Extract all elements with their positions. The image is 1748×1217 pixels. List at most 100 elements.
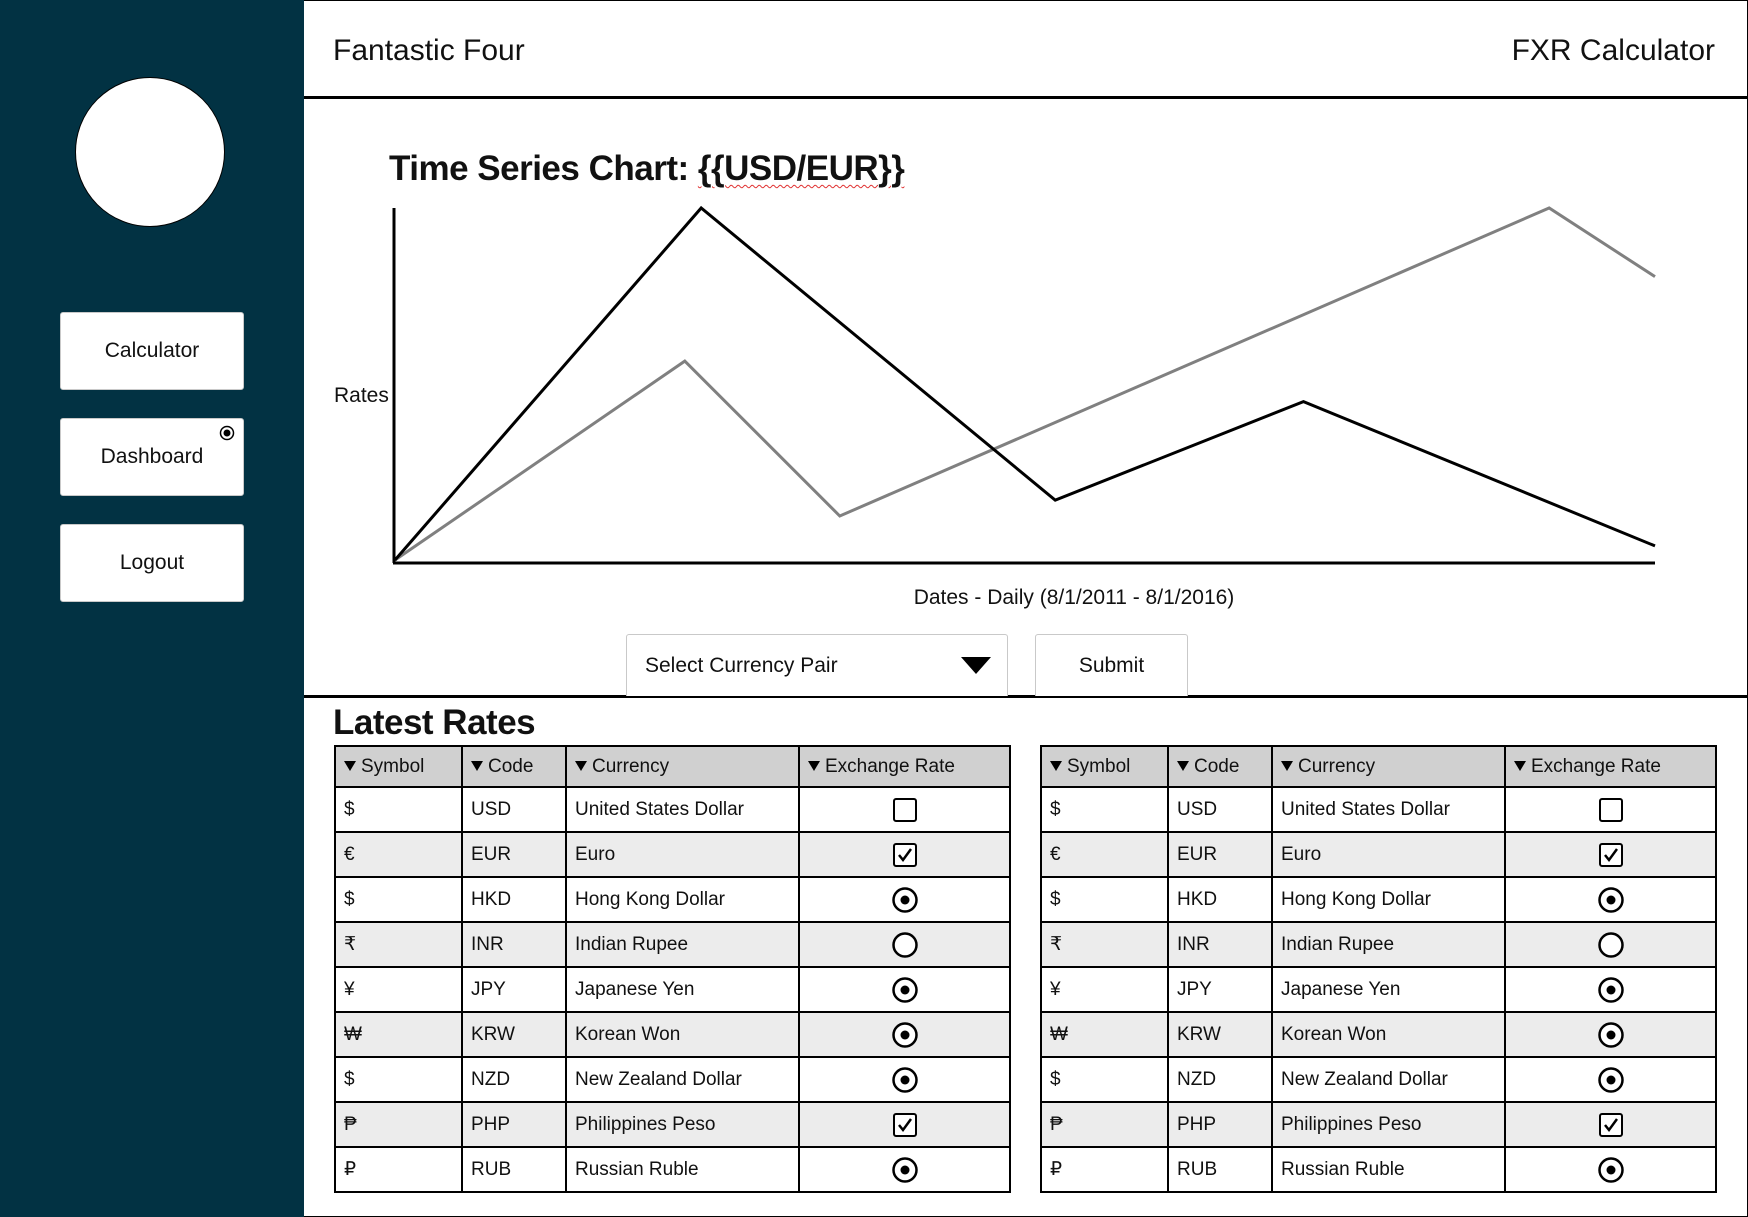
column-header-label: Symbol (361, 755, 425, 777)
sort-triangle-icon (808, 760, 820, 771)
table-row: $ USD United States Dollar (1040, 786, 1717, 833)
radio-button-empty[interactable] (800, 931, 1009, 959)
cell-exchange-rate (798, 786, 1011, 833)
cell-symbol: ₹ (334, 921, 463, 968)
cell-symbol: ₱ (334, 1101, 463, 1148)
column-header-symbol[interactable]: Symbol (1040, 745, 1169, 788)
cell-code: NZD (1167, 1056, 1273, 1103)
radio-button-selected[interactable] (800, 886, 1009, 914)
cell-exchange-rate (1504, 876, 1717, 923)
checkbox-checked[interactable] (800, 1112, 1009, 1138)
cell-exchange-rate (798, 1011, 1011, 1058)
cell-exchange-rate (798, 1146, 1011, 1193)
cell-symbol: ₱ (1040, 1101, 1169, 1148)
cell-currency: Japanese Yen (1271, 966, 1506, 1013)
radio-button-selected[interactable] (1506, 976, 1715, 1004)
cell-code: PHP (1167, 1101, 1273, 1148)
sort-triangle-icon (1281, 760, 1293, 771)
radio-button-selected[interactable] (800, 1156, 1009, 1184)
calculator-button[interactable]: Calculator (60, 312, 244, 390)
sidebar: Calculator Dashboard Logout (0, 0, 304, 1217)
cell-symbol: ¥ (334, 966, 463, 1013)
cell-currency: Russian Ruble (1271, 1146, 1506, 1193)
logout-button[interactable]: Logout (60, 524, 244, 602)
radio-button-selected[interactable] (1506, 1156, 1715, 1184)
table-row: $ NZD New Zealand Dollar (1040, 1056, 1717, 1103)
cell-exchange-rate (1504, 1011, 1717, 1058)
column-header-exchange-rate[interactable]: Exchange Rate (798, 745, 1011, 788)
checkbox-checked[interactable] (800, 842, 1009, 868)
chart-title-prefix: Time Series Chart: (389, 149, 698, 188)
table-row: $ HKD Hong Kong Dollar (1040, 876, 1717, 923)
cell-code: EUR (461, 831, 567, 878)
cell-code: JPY (1167, 966, 1273, 1013)
submit-button-label: Submit (1078, 653, 1145, 677)
radio-button-selected[interactable] (1506, 1066, 1715, 1094)
table-row: € EUR Euro (334, 831, 1011, 878)
column-header-code[interactable]: Code (1167, 745, 1273, 788)
cell-currency: New Zealand Dollar (565, 1056, 800, 1103)
cell-exchange-rate (798, 921, 1011, 968)
radio-button-selected[interactable] (800, 1066, 1009, 1094)
cell-exchange-rate (1504, 966, 1717, 1013)
checkbox-empty[interactable] (1506, 797, 1715, 823)
cell-exchange-rate (1504, 1101, 1717, 1148)
checkbox-empty[interactable] (800, 797, 1009, 823)
checkbox-checked[interactable] (1506, 842, 1715, 868)
currency-pair-select[interactable]: Select Currency Pair (626, 634, 1008, 696)
cell-symbol: $ (334, 876, 463, 923)
series-line-1 (393, 205, 1656, 561)
avatar[interactable] (75, 77, 225, 227)
cell-exchange-rate (798, 1101, 1011, 1148)
table-row: ₩ KRW Korean Won (1040, 1011, 1717, 1058)
cell-exchange-rate (1504, 1056, 1717, 1103)
checkbox-checked[interactable] (1506, 1112, 1715, 1138)
cell-currency: Russian Ruble (565, 1146, 800, 1193)
y-axis-label: Rates (334, 384, 389, 407)
table-row: ₹ INR Indian Rupee (334, 921, 1011, 968)
column-header-label: Symbol (1067, 755, 1131, 777)
radio-button-selected[interactable] (1506, 886, 1715, 914)
table-row: ₽ RUB Russian Ruble (334, 1146, 1011, 1193)
cell-symbol: $ (1040, 1056, 1169, 1103)
column-header-currency[interactable]: Currency (1271, 745, 1506, 788)
cell-currency: Euro (1271, 831, 1506, 878)
cell-symbol: $ (334, 1056, 463, 1103)
table-row: $ NZD New Zealand Dollar (334, 1056, 1011, 1103)
submit-button[interactable]: Submit (1035, 634, 1188, 696)
dashboard-button[interactable]: Dashboard (60, 418, 244, 496)
table-row: ₽ RUB Russian Ruble (1040, 1146, 1717, 1193)
sort-triangle-icon (575, 760, 587, 771)
cell-code: USD (461, 786, 567, 833)
sort-triangle-icon (1050, 760, 1062, 771)
cell-currency: Euro (565, 831, 800, 878)
cell-symbol: ₽ (1040, 1146, 1169, 1193)
cell-symbol: ₹ (1040, 921, 1169, 968)
time-series-chart (392, 205, 1656, 565)
column-header-currency[interactable]: Currency (565, 745, 800, 788)
cell-symbol: ¥ (1040, 966, 1169, 1013)
app-title: FXR Calculator (1511, 34, 1715, 67)
table-row: ¥ JPY Japanese Yen (334, 966, 1011, 1013)
cell-code: RUB (1167, 1146, 1273, 1193)
radio-button-empty[interactable] (1506, 931, 1715, 959)
column-header-label: Code (488, 755, 534, 777)
cell-code: RUB (461, 1146, 567, 1193)
series-line-2 (394, 206, 1656, 562)
table-row: ₩ KRW Korean Won (334, 1011, 1011, 1058)
radio-button-selected[interactable] (1506, 1021, 1715, 1049)
cell-symbol: € (1040, 831, 1169, 878)
dashboard-button-label: Dashboard (100, 445, 204, 468)
table-row: € EUR Euro (1040, 831, 1717, 878)
radio-button-selected[interactable] (800, 1021, 1009, 1049)
column-header-label: Code (1194, 755, 1240, 777)
cell-symbol: $ (334, 786, 463, 833)
column-header-code[interactable]: Code (461, 745, 567, 788)
cell-currency: United States Dollar (565, 786, 800, 833)
cell-symbol: ₩ (1040, 1011, 1169, 1058)
chevron-down-icon (961, 657, 991, 674)
radio-button-selected[interactable] (800, 976, 1009, 1004)
column-header-symbol[interactable]: Symbol (334, 745, 463, 788)
column-header-exchange-rate[interactable]: Exchange Rate (1504, 745, 1717, 788)
header: Fantastic Four FXR Calculator (304, 0, 1748, 99)
